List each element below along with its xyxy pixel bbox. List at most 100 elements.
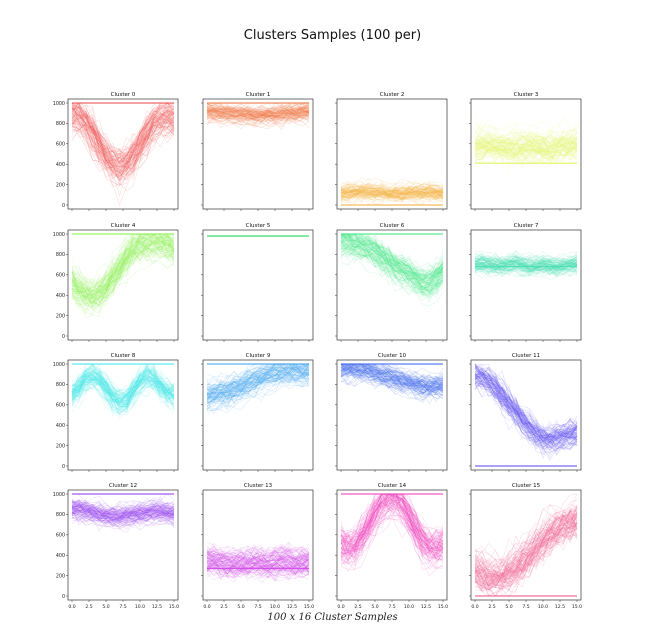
sample-line [340,367,444,397]
sample-line [71,507,175,522]
sample-line [474,268,578,279]
sample-line [474,511,578,575]
sample-line [206,107,310,117]
sample-line [206,112,310,124]
sample-line [340,496,444,559]
sample-line [71,374,175,401]
sample-line [71,363,175,396]
sample-line [340,493,444,545]
sample-line [474,367,578,449]
sample-line [206,363,310,398]
sample-line [340,498,444,567]
sample-line [71,501,175,514]
sample-line [206,109,310,122]
sample-line [474,128,578,149]
sample-line [206,109,310,120]
sample-line [71,244,175,307]
sample-line [71,370,175,397]
sample-line [340,190,444,200]
sample-line [206,106,310,115]
sample-line [206,563,310,578]
panel-frame [202,98,314,210]
sample-line [206,110,310,121]
sample-line [474,366,578,441]
y-tick-label: 200 [56,182,65,188]
sample-line [340,242,444,286]
sample-line [340,187,444,200]
sample-line [474,382,578,456]
sample-line [474,142,578,166]
sample-line [340,233,444,278]
sample-line [341,233,444,285]
sample-line [474,254,578,266]
sample-line [71,105,175,159]
sample-line [206,369,310,402]
sample-line [340,493,444,554]
sample-line [71,128,175,206]
sample-line [206,103,310,115]
sample-line [340,504,444,564]
sample-line [474,525,578,584]
sample-line [474,521,578,586]
sample-line [474,371,578,439]
sample-line [340,187,444,199]
y-tick-label: 800 [56,382,65,388]
sample-line [340,239,444,283]
sample-line [340,363,444,395]
sample-line [474,508,578,582]
sample-line [474,127,578,147]
sample-line [474,377,578,444]
sample-line [71,233,175,297]
sample-line [71,242,175,308]
sample-line [474,374,578,451]
sample-line [474,253,578,264]
sample-line [206,109,310,125]
sample-line [474,261,578,274]
sample-line [206,102,310,117]
sample-line [71,506,175,519]
sample-line [474,381,578,444]
sample-line [71,375,175,405]
sample-line [340,493,444,559]
sample-line [340,187,444,199]
sample-line [474,135,578,151]
sample-line [474,129,578,156]
sample-line [71,505,175,514]
sample-line [206,541,310,559]
sample-line [206,363,310,396]
sample-line [340,238,444,290]
sample-line [340,363,444,388]
sample-line [71,504,175,522]
sample-line [474,514,578,575]
sample-line [206,103,310,123]
sample-line [474,258,578,268]
sample-line [474,133,578,148]
sample-line [71,102,175,155]
sample-line [71,373,175,403]
sample-line [206,366,310,401]
panel-frame [470,359,582,471]
sample-line [71,503,175,521]
sample-line [206,373,310,415]
sample-line [340,183,444,197]
sample-line [474,521,578,596]
sample-line [340,186,444,200]
sample-line [340,518,444,570]
sample-line [474,363,578,435]
sample-line [340,244,444,295]
sample-line [206,541,310,562]
panel-title: Cluster 11 [512,353,540,359]
sample-line [206,108,310,119]
sample-line [340,185,444,199]
sample-line [206,365,310,393]
sample-line [340,240,444,294]
sample-line [206,558,310,573]
cluster-panel-5: Cluster 5 [201,223,314,342]
sample-line [206,368,310,398]
y-tick-label: 0 [62,594,65,600]
sample-line [71,369,175,403]
sample-line [474,513,578,587]
sample-line [206,554,310,568]
sample-line [71,364,175,399]
sample-line [474,142,578,165]
